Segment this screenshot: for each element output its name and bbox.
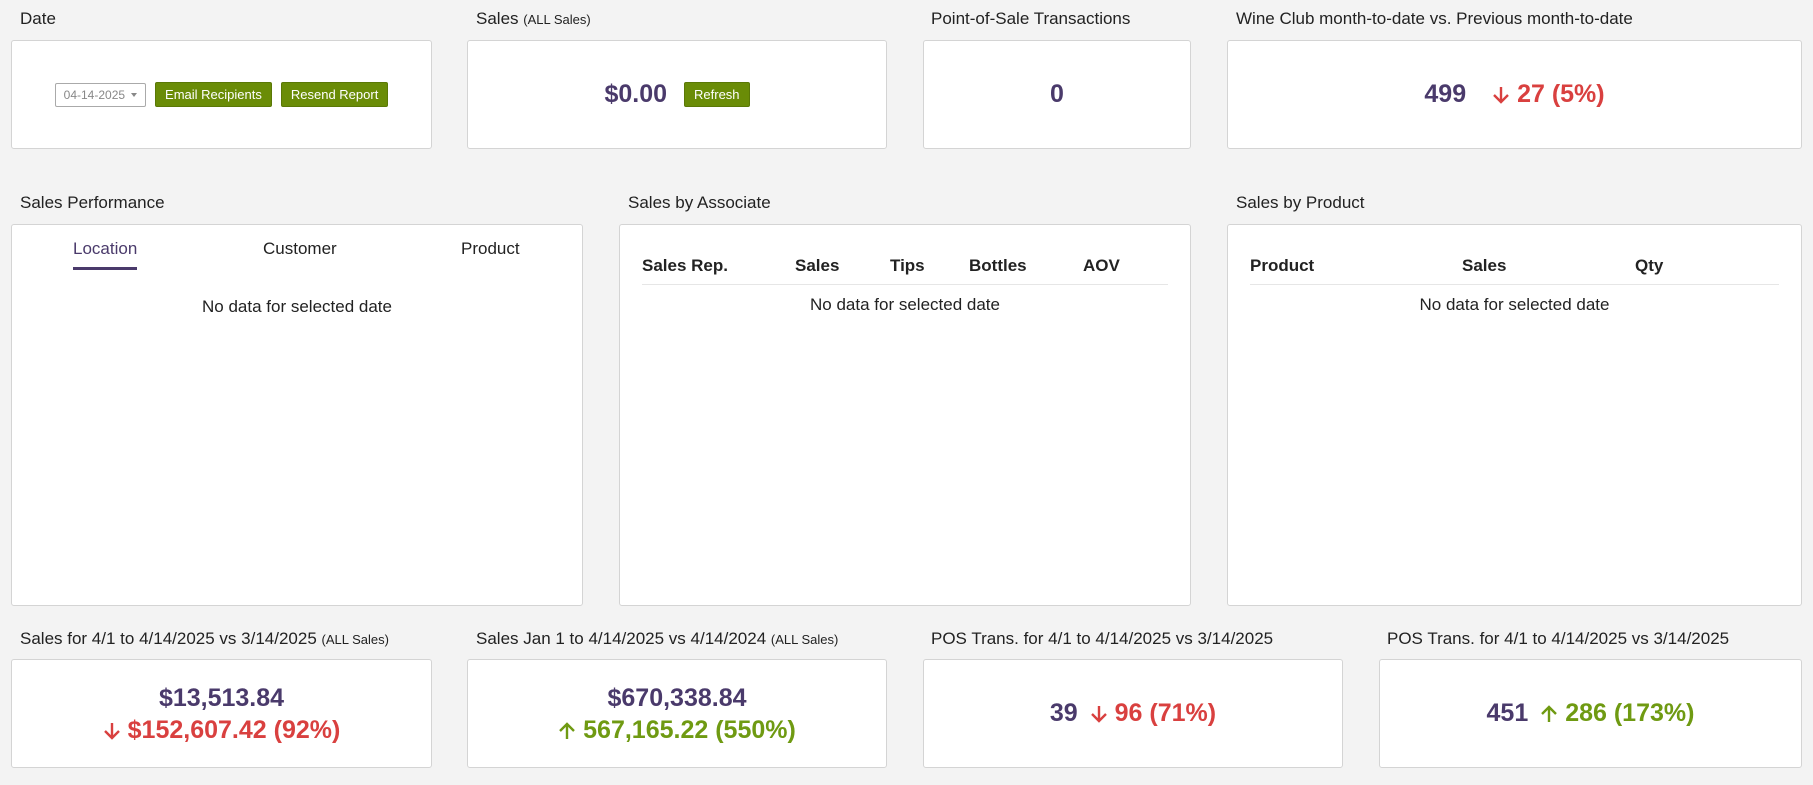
- sales-performance-empty: No data for selected date: [202, 297, 392, 316]
- sales-by-associate-empty: No data for selected date: [810, 295, 1000, 314]
- email-recipients-button[interactable]: Email Recipients: [155, 82, 272, 107]
- col-sales[interactable]: Sales: [795, 256, 840, 275]
- date-card-title: Date: [20, 9, 56, 28]
- pos-trans-1-delta: 96 (71%): [1090, 699, 1216, 728]
- date-value: 04-14-2025: [63, 87, 126, 102]
- sales-by-associate-title: Sales by Associate: [628, 193, 771, 212]
- col-product-sales[interactable]: Sales: [1462, 256, 1507, 275]
- sales-ytd-value: $670,338.84: [607, 683, 747, 712]
- arrow-down-icon: [103, 722, 120, 740]
- col-product[interactable]: Product: [1250, 256, 1315, 275]
- pos-trans-1-card: 39 96 (71%): [923, 659, 1343, 768]
- arrow-up-icon: [559, 722, 576, 739]
- date-card: 04-14-2025 Email Recipients Resend Repor…: [11, 40, 432, 149]
- arrow-down-icon: [1090, 706, 1107, 724]
- sales-ytd-title: Sales Jan 1 to 4/14/2025 vs 4/14/2024 (A…: [476, 629, 839, 648]
- pos-trans-1-value: 39: [1049, 699, 1078, 727]
- arrow-down-icon: [1493, 87, 1509, 105]
- wine-club-delta: 27 (5%): [1492, 80, 1605, 109]
- product-table-header: Product Sales Qty: [1250, 255, 1779, 285]
- wine-club-value: 499: [1424, 80, 1467, 108]
- pos-trans-2-delta: 286 (173%): [1540, 699, 1694, 728]
- date-picker[interactable]: 04-14-2025: [54, 82, 147, 107]
- pos-trans-1-title: POS Trans. for 4/1 to 4/14/2025 vs 3/14/…: [931, 629, 1274, 648]
- refresh-button[interactable]: Refresh: [684, 82, 750, 107]
- sales-month-card: $13,513.84 $152,607.42 (92%): [11, 659, 432, 768]
- pos-trans-2-value: 451: [1486, 699, 1529, 727]
- sales-by-product-empty: No data for selected date: [1419, 295, 1610, 314]
- col-qty[interactable]: Qty: [1635, 256, 1664, 275]
- col-bottles[interactable]: Bottles: [969, 256, 1027, 275]
- sales-month-delta: $152,607.42 (92%): [103, 714, 340, 746]
- tab-location[interactable]: Location: [73, 239, 138, 270]
- pos-trans-2-title: POS Trans. for 4/1 to 4/14/2025 vs 3/14/…: [1387, 629, 1730, 648]
- sales-card: $0.00 Refresh: [467, 40, 887, 149]
- sales-by-product-card: Product Sales Qty No data for selected d…: [1227, 224, 1802, 606]
- tab-customer[interactable]: Customer: [263, 239, 337, 258]
- sales-month-value: $13,513.84: [158, 683, 285, 712]
- pos-value: 0: [1050, 80, 1064, 108]
- sales-performance-tabs: Location Customer Product: [12, 239, 582, 270]
- col-tips[interactable]: Tips: [890, 256, 925, 275]
- sales-value: $0.00: [604, 80, 668, 108]
- sales-performance-card: Location Customer Product No data for se…: [11, 224, 583, 606]
- sales-month-title: Sales for 4/1 to 4/14/2025 vs 3/14/2025 …: [20, 629, 389, 648]
- wine-club-title: Wine Club month-to-date vs. Previous mon…: [1236, 9, 1633, 28]
- sales-by-product-title: Sales by Product: [1236, 193, 1365, 212]
- sales-card-title: Sales (ALL Sales): [476, 9, 591, 28]
- resend-report-button[interactable]: Resend Report: [280, 82, 389, 107]
- pos-trans-2-card: 451 286 (173%): [1379, 659, 1802, 768]
- caret-down-icon: [131, 92, 138, 97]
- col-sales-rep[interactable]: Sales Rep.: [642, 256, 728, 275]
- associate-table-header: Sales Rep. Sales Tips Bottles AOV: [642, 255, 1168, 285]
- sales-ytd-card: $670,338.84 567,165.22 (550%): [467, 659, 887, 768]
- arrow-up-icon: [1541, 705, 1558, 723]
- tab-product[interactable]: Product: [461, 239, 520, 258]
- pos-card-title: Point-of-Sale Transactions: [931, 9, 1131, 28]
- sales-ytd-delta: 567,165.22 (550%): [558, 714, 796, 746]
- wine-club-card: 499 27 (5%): [1227, 40, 1802, 149]
- sales-by-associate-card: Sales Rep. Sales Tips Bottles AOV No dat…: [619, 224, 1191, 606]
- col-aov[interactable]: AOV: [1083, 256, 1120, 275]
- pos-card: 0: [923, 40, 1191, 149]
- sales-performance-title: Sales Performance: [20, 193, 165, 212]
